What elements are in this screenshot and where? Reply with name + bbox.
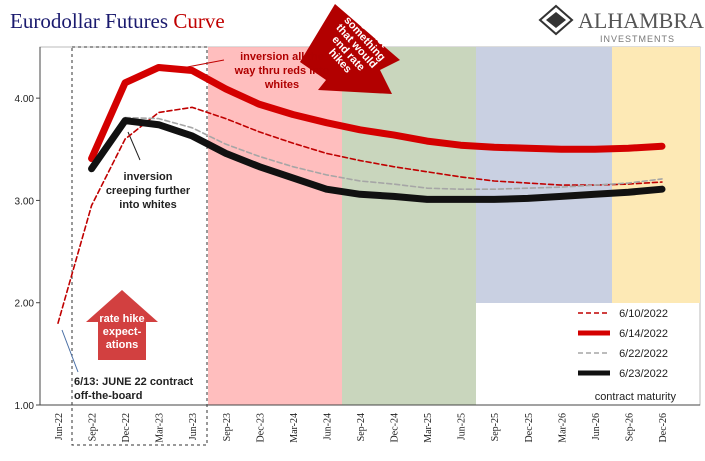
x-tick-label: Sep-26 [624,413,635,441]
x-tick-label: Dec-22 [121,413,132,442]
band-reds [208,47,342,405]
y-tick-label: 2.00 [15,299,35,310]
whites-box [71,46,208,446]
hedging-arrow [300,4,400,94]
annotation: inversion all the way thru reds into white… [234,51,330,91]
series-line [124,116,663,190]
x-tick-label: Jun-22 [54,413,65,440]
x-tick-label: Sep-25 [490,413,501,441]
pointer [127,131,141,161]
rate-hike-arrow [86,290,158,360]
annotation-line: rate hike [99,313,144,325]
x-tick-label: Dec-23 [255,413,266,442]
series-line [88,63,666,162]
x-tick-label: Dec-26 [658,413,669,442]
chart-title: Eurodollar Futures Curve [10,9,225,33]
y-tick-label: 1.00 [15,401,35,412]
y-tick-label: 4.00 [15,94,35,105]
x-tick-label: Sep-24 [356,413,367,441]
y-tick-label: 3.00 [15,196,35,207]
x-tick-label: Jun-25 [457,413,468,440]
series-line [57,106,663,324]
annotation-line: off-the-board [74,390,142,402]
annotation-line: expect- [103,326,142,338]
logo-name: ALHAMBRA [578,8,704,33]
x-tick-label: Mar-25 [423,413,434,443]
x-tick-label: Dec-25 [524,413,535,442]
legend-label: 6/22/2022 [619,348,668,360]
logo-tagline: INVESTMENTS [600,34,675,44]
x-tick-label: Mar-23 [155,413,166,443]
annotation-line: inversion all the [240,51,324,63]
x-tick-label: Jun-26 [591,413,602,440]
x-tick-label: Jun-23 [188,413,199,440]
x-tick-label: Mar-24 [289,413,300,443]
pointer [61,329,79,373]
annotation-line: creeping further [106,185,191,197]
series-line [88,117,666,203]
logo: ALHAMBRA INVESTMENTS [538,4,704,44]
legend-label: 6/14/2022 [619,328,668,340]
annotation-line: into whites [119,199,176,211]
title-text: Eurodollar Futures [10,9,168,33]
annotation-line: way thru reds into [234,65,330,77]
x-tick-label: Sep-23 [222,413,233,441]
x-tick-label: Mar-26 [557,413,568,443]
x-axis-note: contract maturity [595,391,677,403]
annotation-line: 6/13: JUNE 22 contract [74,376,194,388]
x-tick-label: Jun-24 [322,413,333,440]
annotation-line: ations [106,339,138,351]
annotation: 6/13: JUNE 22 contract off-the-board [74,376,194,402]
x-tick-label: Dec-24 [390,413,401,442]
pointer [181,59,225,69]
band-golds [612,47,700,303]
legend-label: 6/10/2022 [619,308,668,320]
annotation: inversion creeping further into whites [106,171,191,211]
band-blues [476,47,612,303]
logo-icon-inner [546,12,566,28]
legend-label: 6/23/2022 [619,368,668,380]
band-greens [342,47,476,405]
x-tick-label: Sep-22 [88,413,99,441]
title-highlight: Curve [173,9,224,33]
annotation-line: whites [264,79,299,91]
logo-icon [538,4,574,36]
annotation-line: inversion [124,171,173,183]
